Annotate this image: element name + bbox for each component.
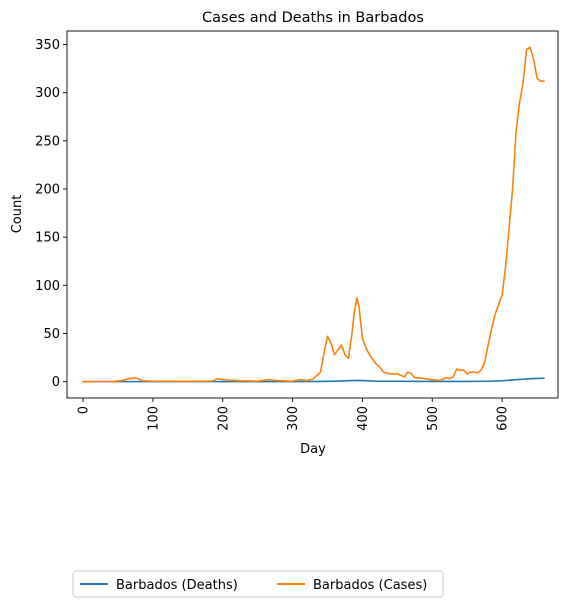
y-tick-label: 100 — [35, 279, 60, 294]
plot-area: 0 100 200 300 400 500 600 0 50 100 150 200 250 300 350 — [35, 30, 559, 431]
x-tick-label: 600 — [496, 406, 511, 431]
x-tick-label: 300 — [286, 406, 301, 431]
series-line-deaths — [82, 377, 545, 383]
legend: Barbados (Deaths) Barbados (Cases) — [72, 570, 444, 598]
chart-title: Cases and Deaths in Barbados — [202, 10, 424, 26]
x-axis-label: Day — [300, 442, 326, 457]
legend-label-deaths: Barbados (Deaths) — [116, 578, 238, 593]
x-tick-label: 200 — [216, 406, 231, 431]
y-tick-label: 0 — [52, 375, 60, 390]
x-tick-label: 0 — [77, 406, 92, 414]
y-axis-label: Count — [10, 195, 25, 234]
x-tick-label: 400 — [356, 406, 371, 431]
legend-label-cases: Barbados (Cases) — [313, 578, 427, 593]
y-tick-label: 250 — [35, 134, 60, 149]
y-tick-label: 300 — [35, 86, 60, 101]
y-tick-label: 350 — [35, 38, 60, 53]
axes-frame — [66, 30, 559, 399]
y-tick-label: 150 — [35, 231, 60, 246]
x-tick-label: 100 — [146, 406, 161, 431]
series-line-cases — [82, 46, 545, 383]
y-tick-label: 200 — [35, 182, 60, 197]
legend-box — [72, 570, 444, 598]
x-tick-label: 500 — [426, 406, 441, 431]
y-tick-label: 50 — [43, 327, 60, 342]
